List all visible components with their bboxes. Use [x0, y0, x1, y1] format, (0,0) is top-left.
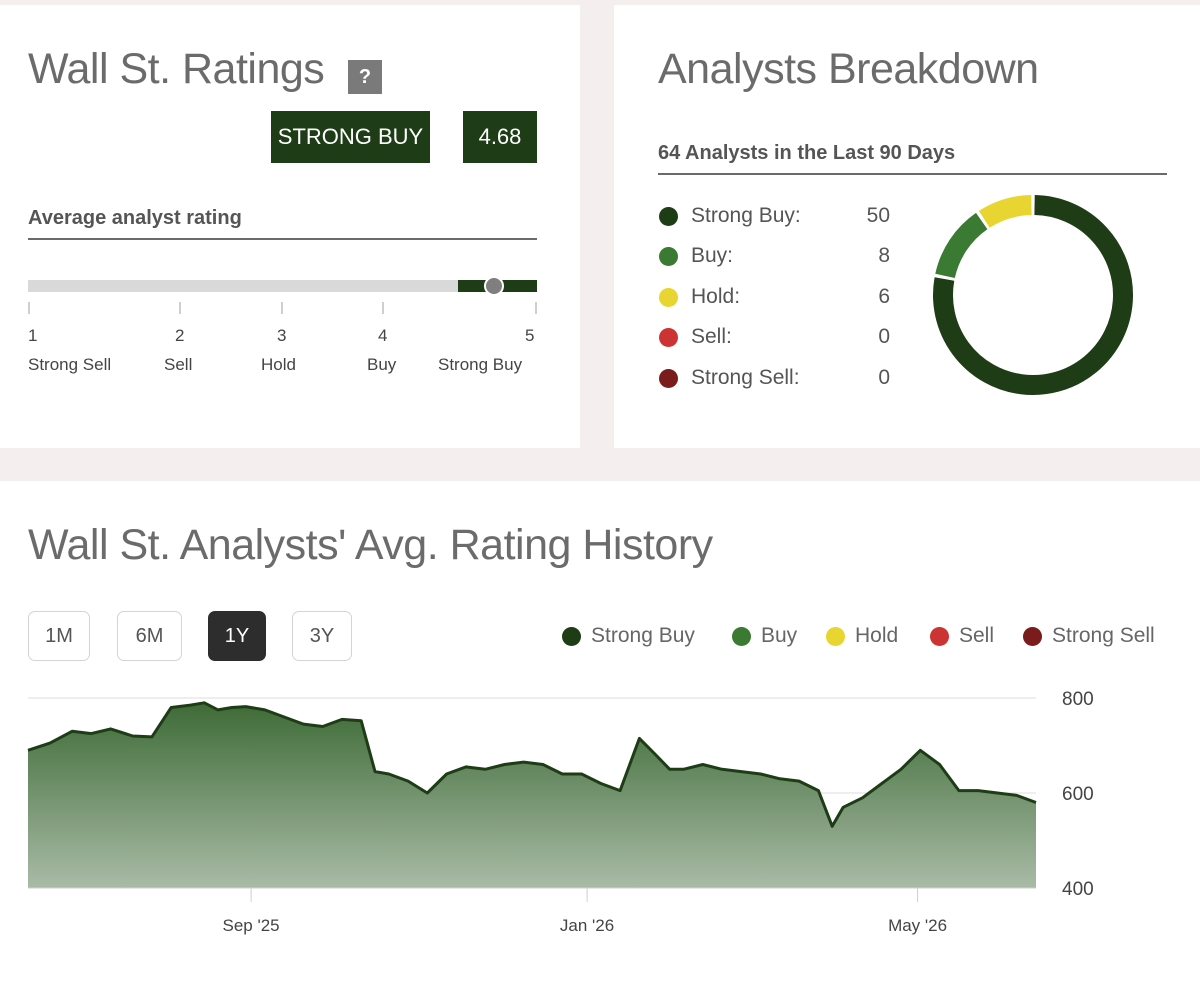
hold-dot — [659, 288, 678, 307]
help-button[interactable]: ? — [348, 60, 382, 94]
scale-label: Sell — [164, 355, 193, 374]
legend-dot — [930, 626, 949, 646]
legend-dot — [562, 626, 581, 646]
rating-badge-value: 4.68 — [463, 111, 537, 163]
donut-slice-hold — [978, 195, 1032, 228]
legend-label: Sell — [959, 624, 995, 647]
range-button-1y[interactable]: 1Y — [208, 611, 266, 661]
donut-slice-buy — [935, 212, 988, 279]
hold-label: Hold: — [691, 285, 741, 308]
scale-tick — [179, 302, 181, 314]
strong-sell-dot — [659, 369, 678, 388]
range-button-3y[interactable]: 3Y — [292, 611, 352, 661]
history-panel: Wall St. Analysts' Avg. Rating History 1… — [0, 481, 1200, 981]
analyst-count-heading: 64 Analysts in the Last 90 Days — [658, 142, 1167, 175]
range-button-1m[interactable]: 1M — [28, 611, 90, 661]
scale-number: 2 — [175, 326, 185, 345]
buy-count: 8 — [878, 244, 890, 267]
scale-tick — [535, 302, 537, 314]
strong-buy-line — [27, 701, 1037, 828]
x-tick-label: May '26 — [888, 916, 947, 935]
legend-label: Strong Buy — [591, 624, 695, 647]
scale-number: 4 — [378, 326, 388, 345]
strong-sell-label: Strong Sell: — [691, 366, 800, 389]
buy-dot — [659, 247, 678, 266]
sell-count: 0 — [878, 325, 890, 348]
scale-tick — [281, 302, 283, 314]
breakdown-title: Analysts Breakdown — [658, 45, 1039, 93]
rating-history-chart: 400 600 800 Sep '25 Jan '26 May '26 — [27, 689, 1094, 935]
scale-number: 5 — [525, 326, 535, 345]
rating-scale-marker — [484, 276, 505, 296]
scale-label: Strong Sell — [28, 355, 112, 374]
strong-buy-area — [28, 702, 1036, 888]
x-tick-label: Jan '26 — [560, 916, 614, 935]
breakdown-donut-chart — [933, 195, 1133, 395]
strong-buy-dot — [659, 207, 678, 226]
legend-strong-sell[interactable]: Strong Sell — [1023, 624, 1155, 648]
legend-label: Hold — [855, 624, 899, 647]
legend-strong-buy[interactable]: Strong Buy — [562, 624, 695, 648]
scale-label: Buy — [367, 355, 397, 374]
donut-slice-strong-buy — [933, 195, 1133, 395]
breakdown-panel: Analysts Breakdown 64 Analysts in the La… — [614, 5, 1200, 448]
legend-label: Buy — [761, 624, 798, 647]
legend-dot — [1023, 626, 1042, 646]
scale-number: 1 — [28, 326, 38, 345]
ratings-title: Wall St. Ratings — [28, 45, 325, 93]
y-tick-label: 400 — [1062, 879, 1094, 900]
sell-label: Sell: — [691, 325, 732, 348]
legend-sell[interactable]: Sell — [930, 624, 994, 648]
ratings-panel: Wall St. Ratings ? STRONG BUY 4.68 Avera… — [0, 5, 580, 448]
scale-label: Strong Buy — [438, 355, 523, 374]
scale-label: Hold — [261, 355, 296, 374]
y-tick-label: 600 — [1062, 784, 1094, 805]
legend-label: Strong Sell — [1052, 624, 1155, 647]
range-button-6m[interactable]: 6M — [117, 611, 182, 661]
strong-buy-count: 50 — [866, 204, 890, 227]
legend-buy[interactable]: Buy — [732, 624, 797, 648]
scale-tick — [28, 302, 30, 314]
x-tick-label: Sep '25 — [223, 916, 280, 935]
scale-tick — [382, 302, 384, 314]
legend-hold[interactable]: Hold — [826, 624, 898, 648]
legend-dot — [826, 626, 845, 646]
history-title: Wall St. Analysts' Avg. Rating History — [28, 521, 713, 569]
buy-label: Buy: — [691, 244, 734, 267]
scale-number: 3 — [277, 326, 287, 345]
rating-badge-label: STRONG BUY — [271, 111, 430, 163]
average-rating-heading: Average analyst rating — [28, 207, 537, 240]
strong-buy-label: Strong Buy: — [691, 204, 801, 227]
strong-sell-count: 0 — [878, 366, 890, 389]
y-tick-label: 800 — [1062, 689, 1094, 710]
hold-count: 6 — [878, 285, 890, 308]
sell-dot — [659, 328, 678, 347]
rating-scale-track — [28, 276, 537, 296]
legend-dot — [732, 626, 751, 646]
